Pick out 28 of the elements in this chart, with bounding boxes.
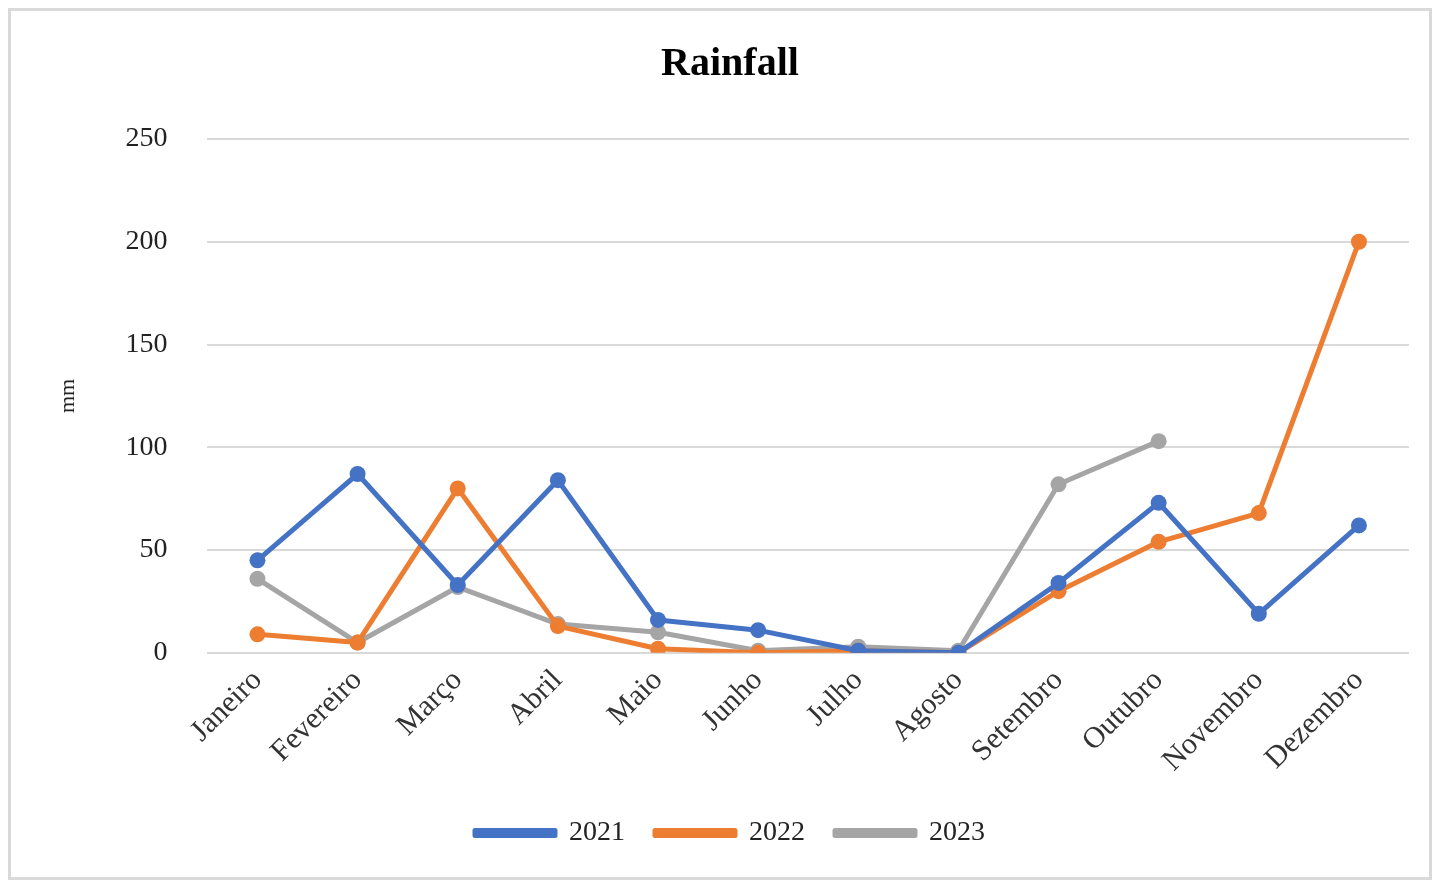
point xyxy=(1150,533,1167,550)
y-tick-label: 0 xyxy=(153,635,168,667)
point xyxy=(249,570,266,587)
point xyxy=(1350,517,1367,534)
legend-label: 2021 xyxy=(569,815,625,847)
y-axis-title: mm xyxy=(53,378,79,414)
y-tick-label: 200 xyxy=(125,224,168,256)
point xyxy=(750,622,767,639)
point xyxy=(1050,476,1067,493)
chart-title: Rainfall xyxy=(661,39,799,85)
y-tick-label: 50 xyxy=(139,532,168,564)
point xyxy=(549,472,566,489)
point xyxy=(1150,433,1167,450)
legend-label: 2022 xyxy=(749,815,805,847)
y-tick-label: 150 xyxy=(125,326,168,358)
point xyxy=(1150,494,1167,511)
point xyxy=(1250,605,1267,622)
point xyxy=(1350,233,1367,250)
point xyxy=(1050,574,1067,591)
point xyxy=(249,626,266,643)
legend-label: 2023 xyxy=(929,815,985,847)
point xyxy=(1250,505,1267,522)
y-tick-label: 250 xyxy=(125,121,168,153)
point xyxy=(249,552,266,569)
point xyxy=(449,480,466,497)
y-tick-label: 100 xyxy=(125,429,168,461)
point xyxy=(349,466,366,483)
point xyxy=(650,611,666,628)
